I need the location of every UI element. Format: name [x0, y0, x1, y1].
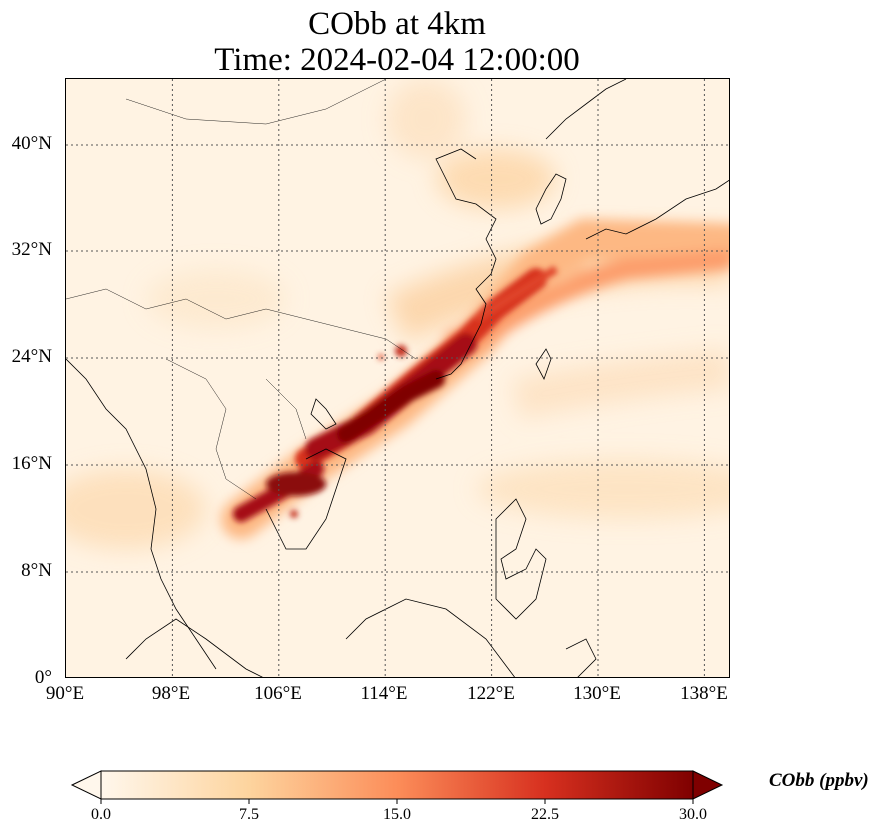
colorbar-tick-label: 0.0 — [91, 806, 111, 823]
map-subtitle-time: Time: 2024-02-04 12:00:00 — [214, 42, 580, 78]
lat-tick-label: 16°N — [11, 453, 52, 474]
colorbar-tick-label: 30.0 — [679, 806, 707, 823]
lat-tick-label: 40°N — [11, 133, 52, 154]
lat-tick-label: 24°N — [11, 346, 52, 367]
lon-tick-label: 106°E — [254, 683, 302, 704]
coastlines — [66, 79, 729, 677]
colorbar-gradient — [100, 770, 694, 800]
colorbar-tick-label: 22.5 — [531, 806, 559, 823]
gridlines — [66, 79, 729, 677]
colorbar-min-extend — [70, 770, 102, 800]
lon-tick-label: 114°E — [360, 683, 408, 704]
colorbar-tick-label: 15.0 — [383, 806, 411, 823]
map-panel — [65, 78, 730, 678]
map-title: CObb at 4km — [308, 6, 486, 42]
lon-tick-label: 130°E — [573, 683, 621, 704]
colorbar-tick-label: 7.5 — [239, 806, 259, 823]
lon-tick-label: 98°E — [151, 683, 191, 704]
map-canvas — [66, 79, 729, 677]
lon-tick-label: 138°E — [680, 683, 728, 704]
colorbar-label: CObb (ppbv) — [769, 770, 869, 791]
plume-core — [233, 265, 559, 522]
lat-tick-label: 8°N — [21, 560, 52, 581]
lon-tick-label: 90°E — [45, 683, 85, 704]
lon-tick-label: 122°E — [467, 683, 515, 704]
colorbar-max-extend — [692, 770, 724, 800]
borders — [66, 79, 417, 500]
lat-tick-label: 0° — [34, 667, 52, 688]
lat-tick-label: 32°N — [11, 239, 52, 260]
